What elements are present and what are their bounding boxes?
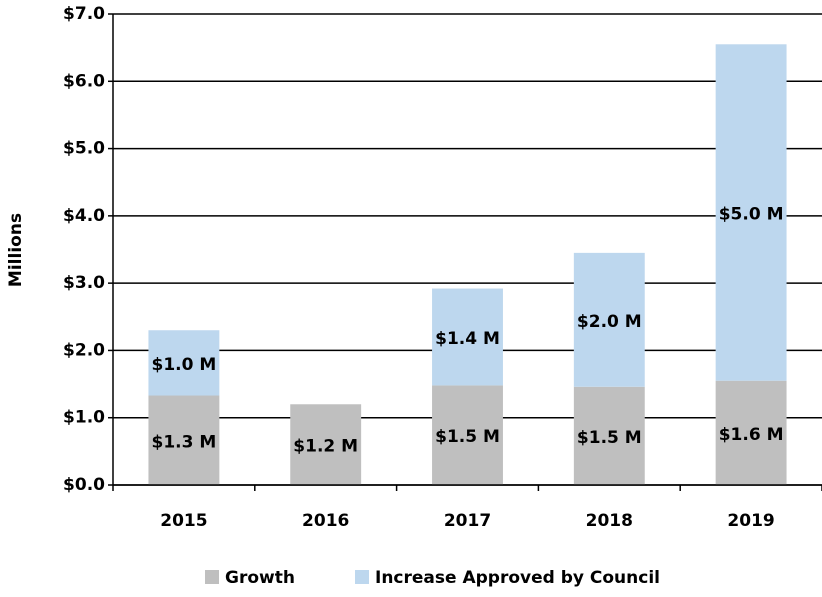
legend-swatch xyxy=(205,570,219,584)
bar-segment xyxy=(573,386,645,485)
x-tick-label: 2019 xyxy=(727,511,774,531)
y-tick-label: $2.0 xyxy=(63,340,105,360)
bar-segment xyxy=(573,252,645,387)
data-label: $5.0 M xyxy=(719,204,784,224)
legend-swatch xyxy=(355,570,369,584)
legend-label: Growth xyxy=(225,568,295,588)
bar-segment xyxy=(715,380,787,485)
data-label: $2.0 M xyxy=(577,312,642,332)
data-label: $1.0 M xyxy=(152,355,217,375)
y-tick-label: $3.0 xyxy=(63,273,105,293)
bar-segment xyxy=(290,404,362,485)
data-label: $1.5 M xyxy=(435,427,500,447)
y-tick-label: $4.0 xyxy=(63,206,105,226)
data-label: $1.2 M xyxy=(293,437,358,457)
bar-segment xyxy=(715,44,787,381)
y-tick-label: $0.0 xyxy=(63,475,105,495)
y-tick-label: $5.0 xyxy=(63,139,105,159)
data-label: $1.3 M xyxy=(152,432,217,452)
x-tick-label: 2018 xyxy=(586,511,633,531)
x-tick-label: 2017 xyxy=(444,511,491,531)
x-tick-label: 2016 xyxy=(302,511,349,531)
y-tick-label: $1.0 xyxy=(63,408,105,428)
x-tick-label: 2015 xyxy=(160,511,207,531)
bar-segment xyxy=(148,330,220,396)
bar-segment xyxy=(148,395,220,485)
data-label: $1.4 M xyxy=(435,329,500,349)
legend-label: Increase Approved by Council xyxy=(375,568,660,588)
data-label: $1.5 M xyxy=(577,428,642,448)
y-tick-label: $6.0 xyxy=(63,71,105,91)
y-tick-label: $7.0 xyxy=(63,4,105,24)
bar-segment xyxy=(432,288,503,386)
y-axis-label: Millions xyxy=(6,213,26,287)
bar-segment xyxy=(432,385,503,485)
data-label: $1.6 M xyxy=(719,425,784,445)
